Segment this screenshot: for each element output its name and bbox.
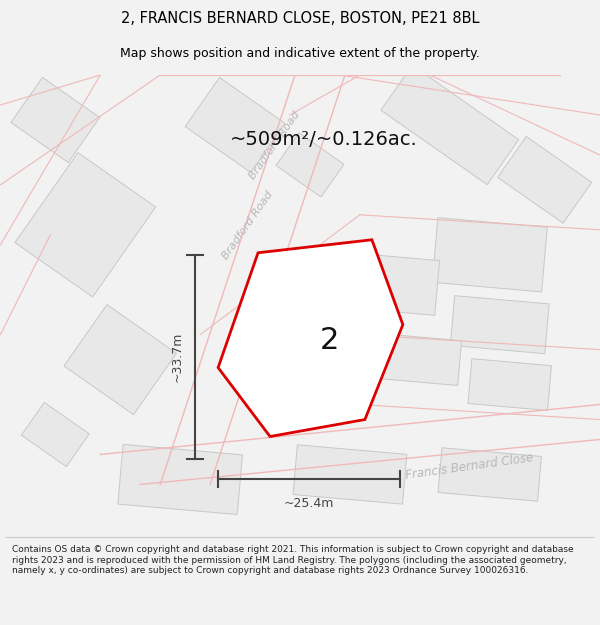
Polygon shape [468,359,551,411]
Polygon shape [218,240,403,436]
Polygon shape [22,402,89,467]
Text: Bradford Road: Bradford Road [221,189,275,261]
Text: Bradford Road: Bradford Road [248,109,302,181]
Text: ~509m²/~0.126ac.: ~509m²/~0.126ac. [230,131,418,149]
Polygon shape [450,296,549,354]
Polygon shape [293,445,407,504]
Polygon shape [118,444,242,514]
Polygon shape [497,136,592,223]
Polygon shape [378,334,461,386]
Polygon shape [11,78,100,162]
Text: 2: 2 [320,326,339,354]
Text: 2, FRANCIS BERNARD CLOSE, BOSTON, PE21 8BL: 2, FRANCIS BERNARD CLOSE, BOSTON, PE21 8… [121,11,479,26]
Text: ~33.7m: ~33.7m [170,332,183,382]
Text: Francis Bernard Close: Francis Bernard Close [405,451,535,482]
Polygon shape [276,132,344,197]
Polygon shape [64,304,176,414]
Text: Map shows position and indicative extent of the property.: Map shows position and indicative extent… [120,48,480,61]
Polygon shape [438,448,541,501]
Polygon shape [360,254,440,316]
Text: ~25.4m: ~25.4m [284,498,334,511]
Polygon shape [15,152,155,297]
Polygon shape [432,217,547,292]
Polygon shape [381,65,519,184]
Text: Contains OS data © Crown copyright and database right 2021. This information is : Contains OS data © Crown copyright and d… [12,545,574,575]
Polygon shape [185,78,285,172]
